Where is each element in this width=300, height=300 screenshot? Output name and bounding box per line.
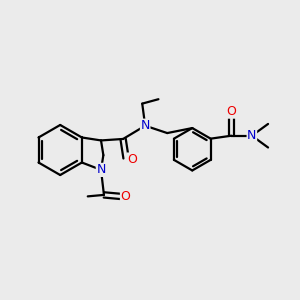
Text: N: N (140, 119, 150, 132)
Text: O: O (127, 153, 137, 166)
Text: N: N (247, 129, 256, 142)
Text: O: O (226, 105, 236, 118)
Text: N: N (96, 164, 106, 176)
Text: O: O (121, 190, 130, 203)
